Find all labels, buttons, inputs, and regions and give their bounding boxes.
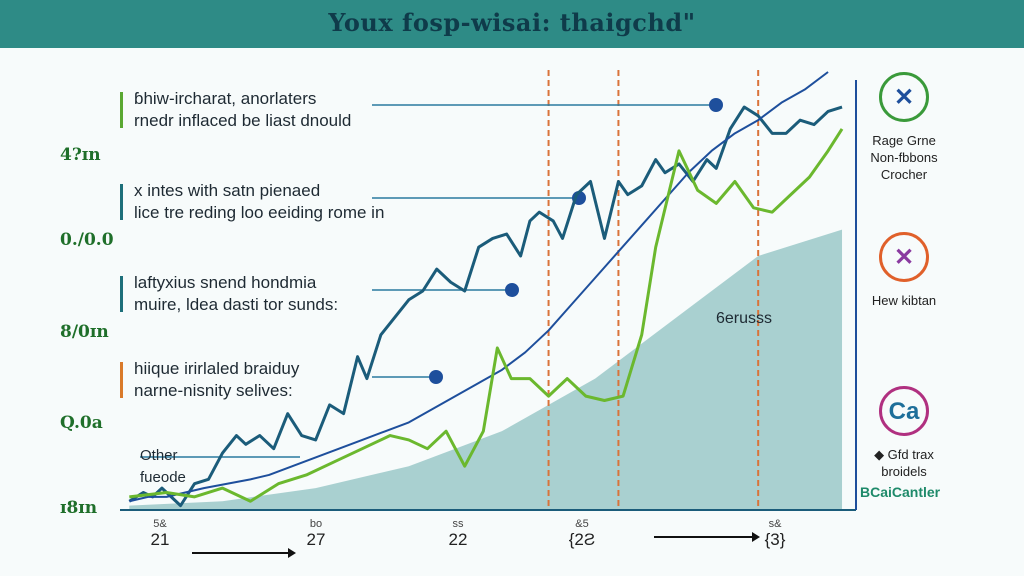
x-tick-3: ss 22 (428, 518, 488, 550)
green-trace-line (129, 128, 844, 503)
x-tick-small: &5 (575, 518, 589, 530)
annotation-accent-bar (120, 184, 123, 220)
lines-layer (128, 71, 844, 508)
chart-title: Youx fosp-wisai: thaigchd" (328, 8, 696, 37)
annotation-accent-bar (120, 276, 123, 312)
area-fill (129, 229, 843, 510)
x-tick-5: s& {3} (745, 518, 805, 550)
annotation-line2: rnedr inflaced be liast dnould (134, 111, 352, 130)
title-bar (0, 0, 1024, 48)
x-tick-small: bo (309, 518, 323, 530)
annotation-4: hiique irirlaled braiduy narne-nisnity se… (120, 358, 300, 402)
x-tick-label: {2Ƨ (568, 530, 596, 549)
annotation-line2: narne-nisnity selives: (134, 381, 293, 400)
other-label-line2: fueode (140, 469, 186, 486)
x-tick-1: 5& 21 (130, 518, 190, 550)
x-tick-label: {3} (764, 530, 786, 549)
legend-text: ◆ Gfd trax (874, 447, 934, 462)
annotation-line1: laftyxius snend hondmia (134, 273, 317, 292)
x-logo-icon: ✕ (879, 72, 929, 122)
connector-dot-4 (429, 370, 443, 384)
arrows-layer (192, 532, 760, 558)
ca-logo-icon: Ca (879, 386, 929, 436)
y-tick-label-4: 0./0.0 (60, 230, 114, 250)
x-arrow-2-head (752, 532, 760, 542)
x-tick-2: bo 27 (286, 518, 346, 550)
series-line-1 (128, 105, 843, 508)
x-tick-4: &5 {2Ƨ (552, 518, 612, 550)
legend-text: broidels (881, 464, 927, 479)
y-tick-label-5: 4?ɪn (60, 145, 101, 165)
legend-item-3: Ca ◆ Gfd trax broidels (856, 386, 952, 480)
x-arrow-1-head (288, 548, 296, 558)
area-label: 6erusss (716, 310, 773, 327)
area-layer (129, 229, 843, 510)
annotation-line2: lice tre reding loo eeiding rome in (134, 203, 385, 222)
x-tick-label: 27 (306, 530, 326, 549)
y-tick-label-2: Q.0a (60, 413, 103, 433)
series-line-2 (129, 71, 829, 503)
annotation-2: x intes with satn pienaed lice tre reding… (120, 180, 385, 224)
x-tick-small: s& (768, 518, 782, 530)
annotation-accent-bar (120, 362, 123, 398)
annotation-line2: muire, ldea dasti tor sunds: (134, 295, 339, 314)
legend-text: Hew kibtan (871, 293, 937, 308)
brand-label: BCaiCantler (860, 484, 941, 500)
x-tick-label: 21 (150, 530, 170, 549)
annotation-line1: ɓhiw-ircharat, anorlaters (134, 89, 317, 108)
x-tick-label: 22 (448, 530, 468, 549)
legend-text: Rage Grne (872, 133, 936, 148)
guides-layer (547, 70, 760, 510)
other-label: Other fueode (140, 445, 186, 489)
legend-text: Crocher (880, 167, 928, 182)
annotation-line1: hiique irirlaled braiduy (134, 359, 300, 378)
legend-item-2: ✕ Hew kibtan (856, 232, 952, 309)
legend-item-1: ✕ Rage Grne Non-fbbons Crocher (856, 72, 952, 183)
connector-dot-3 (505, 283, 519, 297)
y-tick-label-3: 8/0ɪn (60, 322, 109, 342)
spark-logo-icon: ✕ (879, 232, 929, 282)
annotation-1: ɓhiw-ircharat, anorlaters rnedr inflaced … (120, 88, 352, 132)
annotation-accent-bar (120, 92, 123, 128)
other-label-line1: Other (140, 447, 178, 464)
x-tick-small: 5& (153, 518, 167, 530)
x-tick-small: ss (452, 518, 464, 530)
y-tick-label-1: ɪ8ɪn (60, 498, 98, 518)
annotation-3: laftyxius snend hondmia muire, ldea dasti… (120, 272, 339, 316)
legend-text: Non-fbbons (870, 150, 938, 165)
annotation-line1: x intes with satn pienaed (134, 181, 321, 200)
connector-dot-1 (709, 98, 723, 112)
